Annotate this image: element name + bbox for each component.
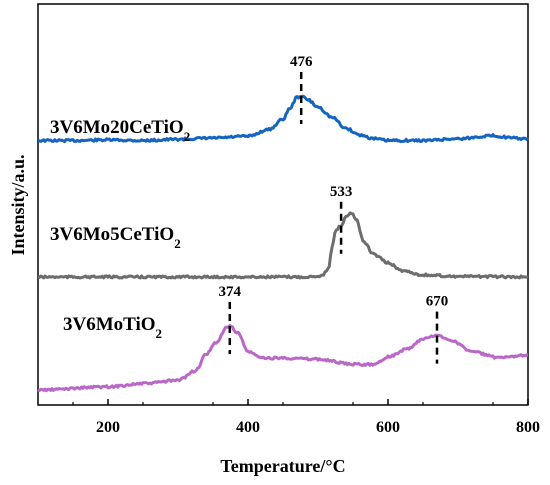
x-axis: 200 400 600 800 bbox=[72, 399, 540, 436]
x-tick-label: 600 bbox=[376, 419, 400, 436]
x-tick-label: 200 bbox=[96, 419, 120, 436]
series-label: 3V6MoTiO2 bbox=[63, 314, 162, 341]
series-label: 3V6Mo20CeTiO2 bbox=[50, 117, 190, 144]
series-label: 3V6Mo5CeTiO2 bbox=[50, 224, 181, 251]
series-line bbox=[37, 94, 529, 144]
x-tick-label: 400 bbox=[236, 419, 260, 436]
series-labels: 3V6Mo20CeTiO2 3V6Mo5CeTiO2 3V6MoTiO2 bbox=[50, 117, 190, 341]
peak-label: 670 bbox=[426, 294, 449, 310]
series-line bbox=[37, 211, 529, 280]
series-layer bbox=[37, 94, 529, 393]
x-axis-title: Temperature/°C bbox=[220, 456, 345, 476]
y-axis-title: Intensity/a.u. bbox=[8, 154, 28, 255]
plot-frame bbox=[37, 3, 529, 406]
series-line bbox=[37, 323, 529, 393]
peak-annotations: 476 533 374 670 bbox=[219, 54, 449, 364]
peak-label: 533 bbox=[330, 184, 353, 200]
peak-label: 476 bbox=[290, 54, 313, 70]
x-tick-label: 800 bbox=[516, 419, 540, 436]
peak-label: 374 bbox=[219, 284, 242, 300]
